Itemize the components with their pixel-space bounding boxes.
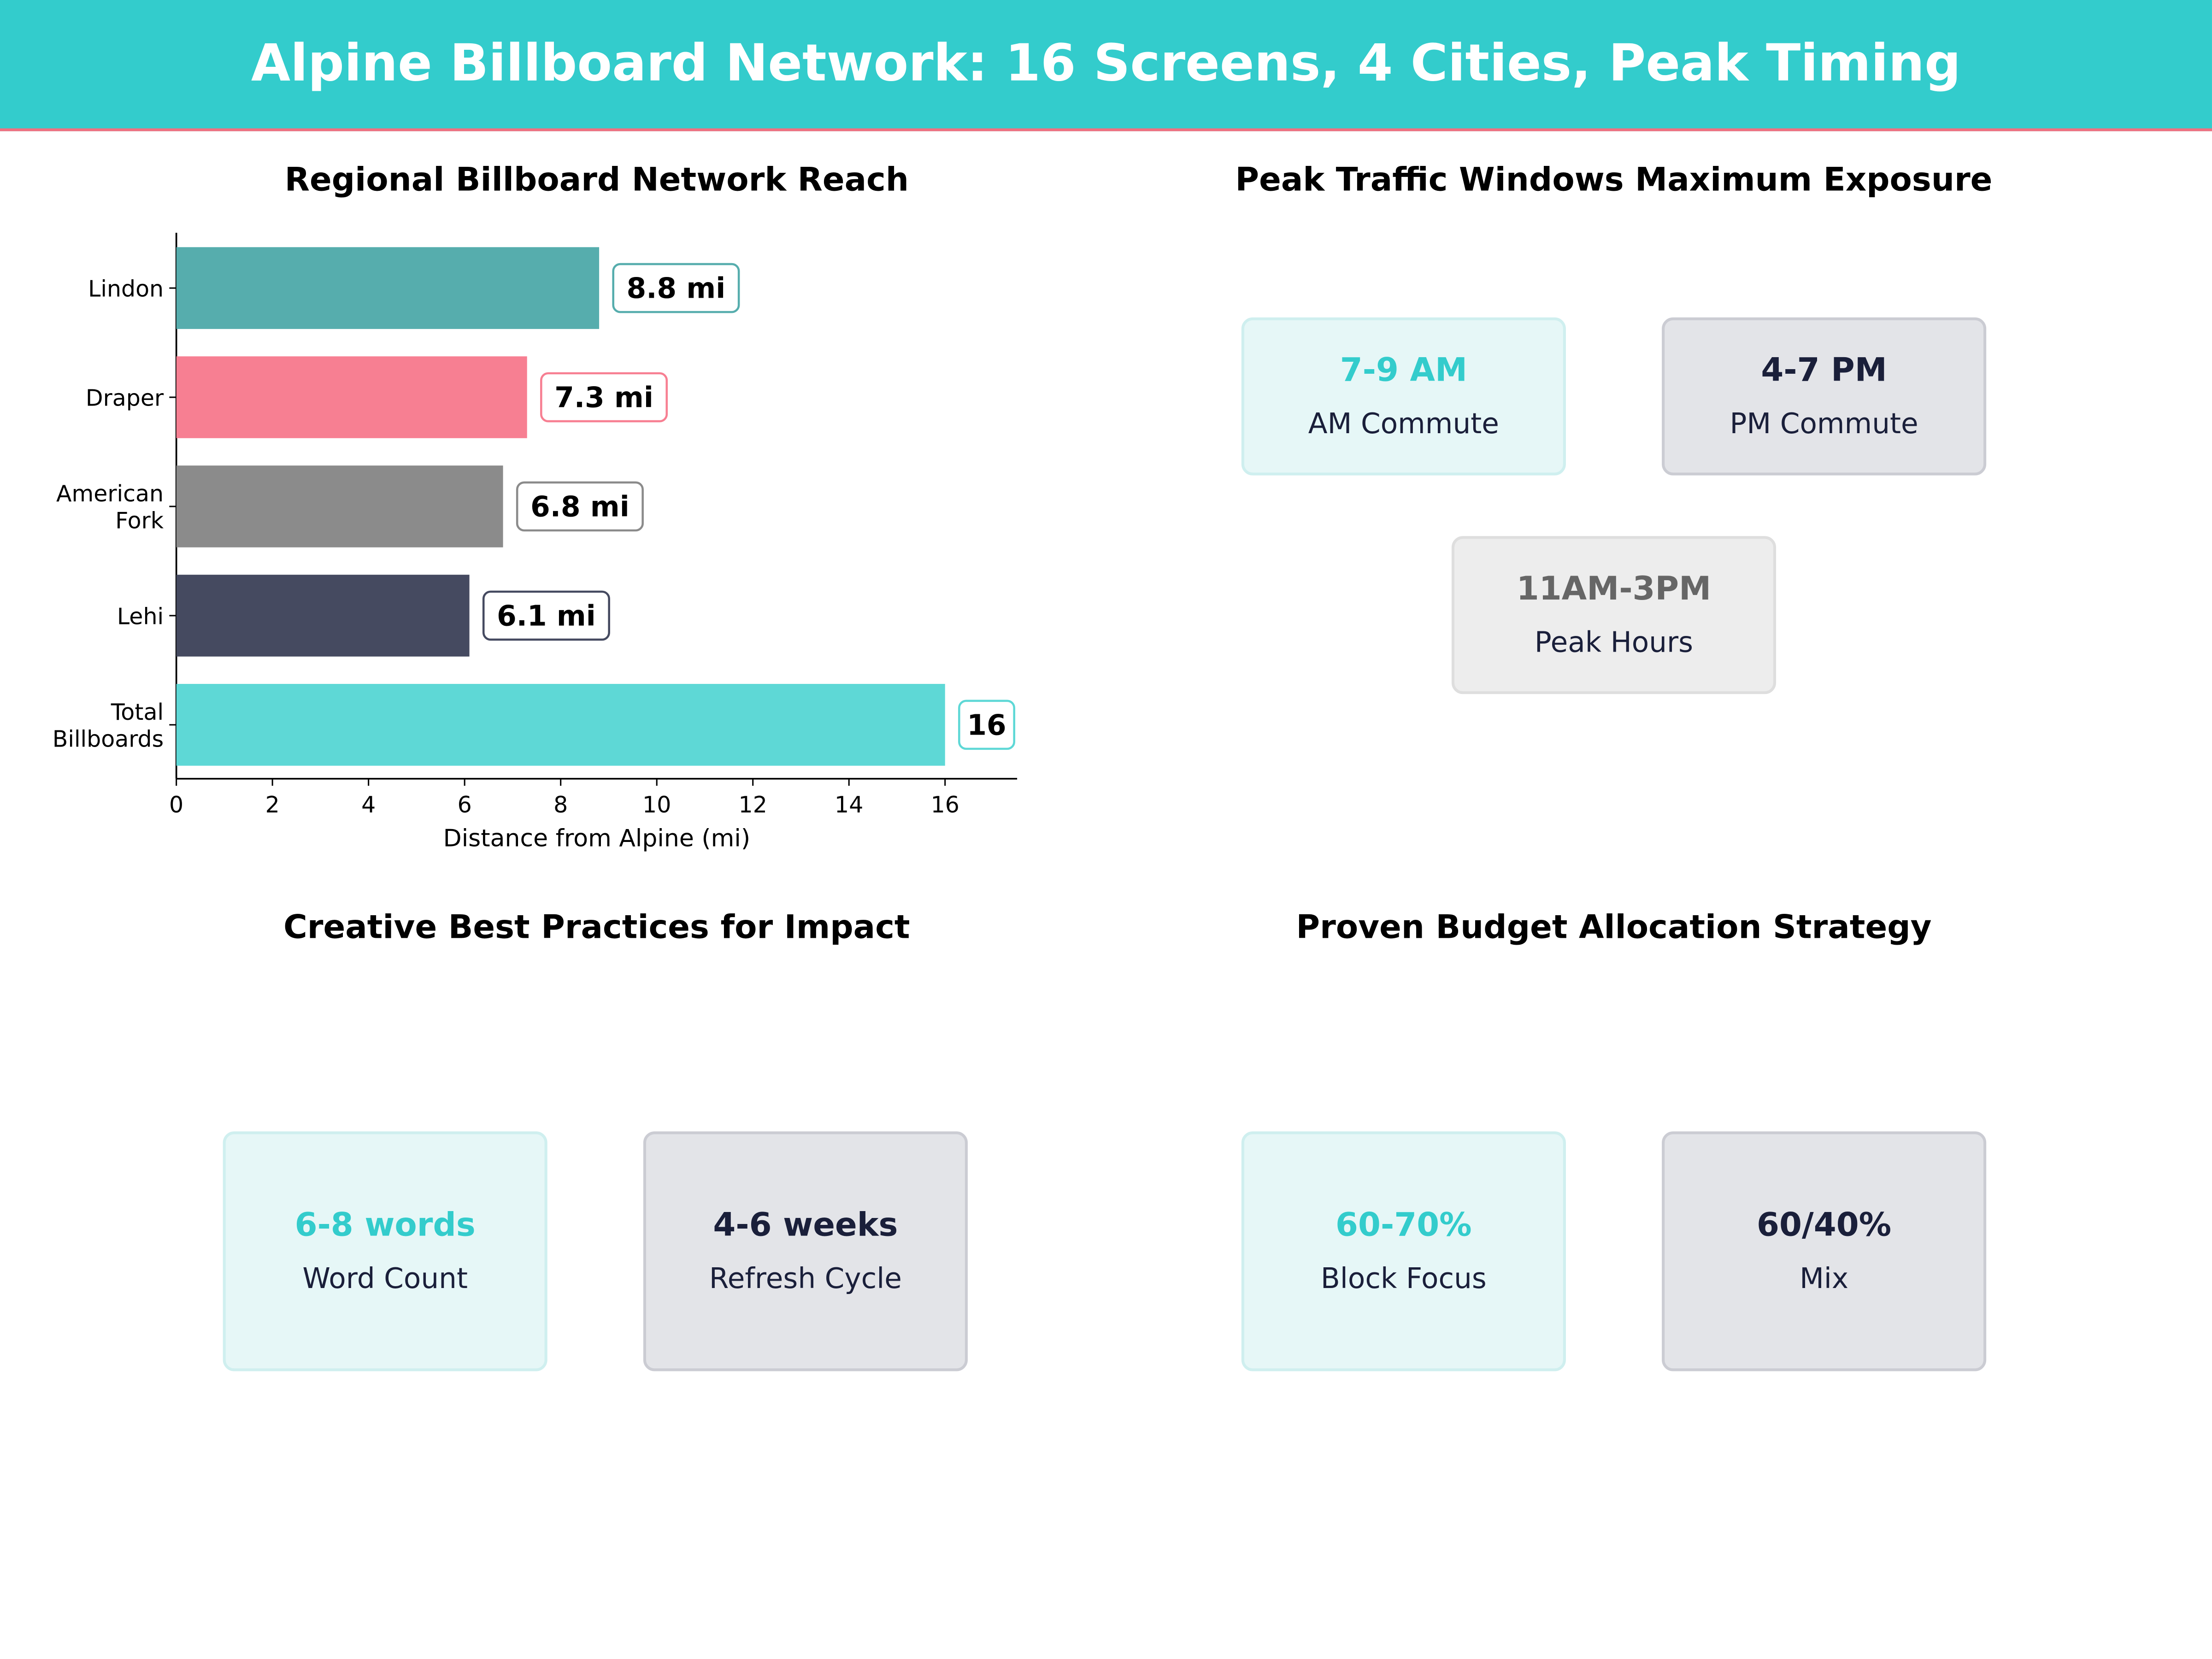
data-label-box (516, 481, 644, 532)
x-tick-label: 0 (169, 792, 183, 818)
y-tick-label: Lehi (117, 603, 164, 629)
bar-lindon (176, 247, 600, 329)
card-refresh-cycle: 4-6 weeks Refresh Cycle (643, 1131, 968, 1371)
data-label: 6.1 mi (497, 600, 596, 632)
header-banner: Alpine Billboard Network: 16 Screens, 4 … (0, 0, 2212, 131)
card-am-commute: 7-9 AM AM Commute (1241, 317, 1566, 476)
x-axis-label: Distance from Alpine (mi) (443, 825, 750, 853)
x-tick-label: 4 (361, 792, 376, 818)
bar-total-billboards (176, 684, 945, 766)
creative-title: Creative Best Practices for Impact (283, 910, 910, 947)
data-label: 16 (967, 709, 1006, 741)
x-tick-label: 2 (265, 792, 280, 818)
y-tick-label: American Fork (56, 481, 164, 534)
bar-draper (176, 356, 527, 438)
card-peak-hours: 11AM-3PM Peak Hours (1451, 536, 1777, 694)
y-tick-label: Total Billboards (53, 699, 164, 752)
card-label: PM Commute (1730, 406, 1918, 441)
card-value: 4-6 weeks (713, 1207, 898, 1244)
data-label-box (482, 590, 610, 641)
x-tick-label: 16 (931, 792, 959, 818)
data-label: 8.8 mi (627, 272, 726, 305)
peak-title: Peak Traffic Windows Maximum Exposure (1235, 162, 1993, 199)
card-label: AM Commute (1308, 406, 1499, 441)
data-label-box (612, 263, 740, 313)
data-label-box (540, 372, 668, 423)
card-label: Peak Hours (1534, 625, 1694, 659)
x-tick-label: 8 (553, 792, 568, 818)
card-value: 60-70% (1335, 1207, 1472, 1244)
card-label: Refresh Cycle (709, 1261, 902, 1295)
card-pm-commute: 4-7 PM PM Commute (1662, 317, 1987, 476)
card-value: 7-9 AM (1340, 353, 1468, 389)
bar-chart: Lindon 8.8 mi Draper 7.3 mi American Fork 6.8 … (53, 233, 1018, 853)
x-tick-label: 12 (739, 792, 767, 818)
card-label: Word Count (302, 1261, 468, 1295)
page-title: Alpine Billboard Network: 16 Screens, 4 … (251, 35, 1961, 94)
card-word-count: 6-8 words Word Count (223, 1131, 547, 1371)
data-label-box (958, 700, 1016, 750)
chart-title: Regional Billboard Network Reach (284, 162, 909, 199)
x-tick-label: 10 (642, 792, 671, 818)
y-tick-label: Lindon (88, 276, 164, 302)
budget-title: Proven Budget Allocation Strategy (1296, 910, 1932, 947)
card-value: 60/40% (1757, 1207, 1892, 1244)
card-value: 11AM-3PM (1516, 571, 1712, 608)
x-tick-label: 14 (835, 792, 863, 818)
bar-lehi (176, 575, 470, 657)
card-block-focus: 60-70% Block Focus (1241, 1131, 1566, 1371)
y-tick-label: Draper (86, 385, 164, 411)
x-tick-label: 6 (458, 792, 472, 818)
data-label: 7.3 mi (554, 381, 653, 414)
card-value: 4-7 PM (1761, 353, 1887, 389)
card-label: Mix (1800, 1261, 1849, 1295)
card-mix: 60/40% Mix (1662, 1131, 1987, 1371)
card-label: Block Focus (1320, 1261, 1487, 1295)
card-value: 6-8 words (294, 1207, 476, 1244)
data-label: 6.8 mi (530, 490, 629, 523)
bar-american-fork (176, 465, 503, 547)
